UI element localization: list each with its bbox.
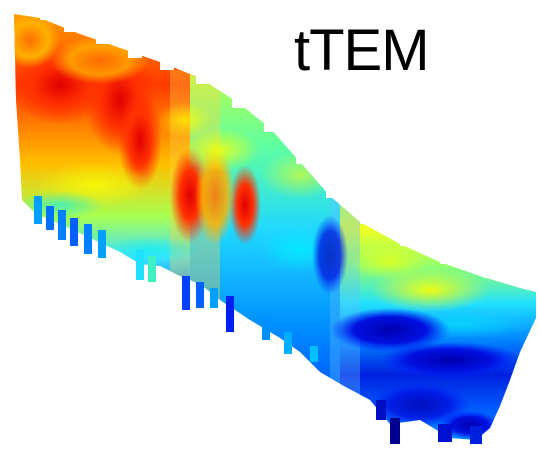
- top-edge-steps: [14, 0, 498, 278]
- figure-title: tTEM: [294, 18, 430, 83]
- section-slab: [14, 14, 536, 440]
- bottom-columns: [34, 196, 482, 444]
